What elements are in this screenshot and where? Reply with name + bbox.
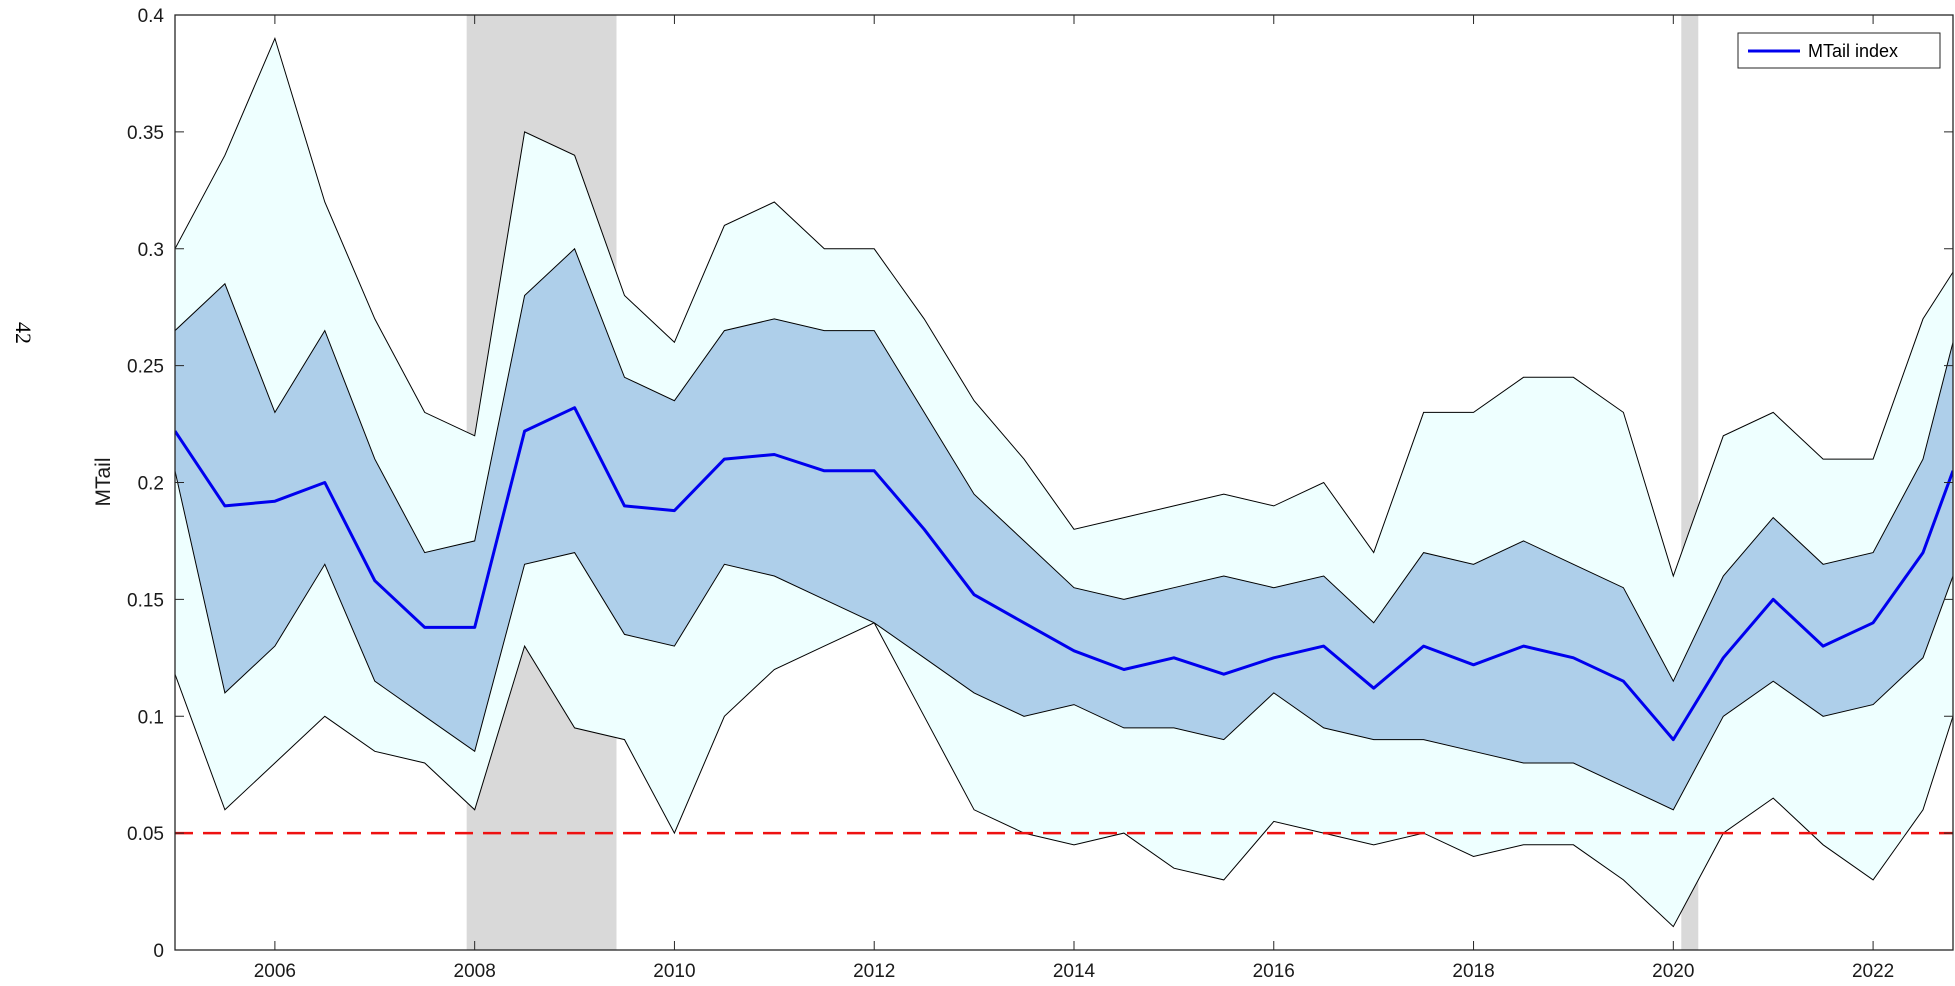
- y-tick-label: 0: [153, 941, 164, 962]
- x-tick-label: 2006: [254, 961, 296, 982]
- inner-band-lower-edge: [175, 470, 1953, 811]
- legend-entry-mtail-index: MTail index: [1808, 41, 1898, 61]
- legend[interactable]: MTail index: [1737, 32, 1941, 69]
- x-tick-label: 2018: [1452, 961, 1494, 982]
- series-line-mtail-index: [175, 406, 1953, 742]
- x-tick-label: 2016: [1253, 961, 1295, 982]
- inner-band-fill: [175, 248, 1953, 810]
- y-tick-label: 0.2: [138, 474, 164, 495]
- confidence-bands: [175, 36, 1953, 928]
- x-tick-label: 2014: [1053, 961, 1096, 982]
- x-tick-label: 2012: [853, 961, 895, 982]
- y-tick-label: 0.1: [138, 707, 164, 728]
- y-tick-label: 0.3: [138, 240, 164, 261]
- x-tick-label: 2010: [653, 961, 695, 982]
- y-axis-title: MTail: [92, 457, 115, 506]
- outer-band-lower-edge: [175, 622, 1953, 928]
- axes: 2006 2008 2010 2012 2014 2016 2018 2020 2022 0 0.0…: [127, 6, 1953, 982]
- y-tick-label: 0.25: [127, 357, 164, 378]
- x-tick-label: 2008: [454, 961, 496, 982]
- y-tick-label: 0.4: [138, 6, 165, 27]
- y-tick-label: 0.35: [127, 123, 164, 144]
- inner-band-upper-edge: [175, 247, 1953, 683]
- index-line-layer: [175, 406, 1953, 742]
- outer-band-upper-edge: [175, 36, 1953, 578]
- x-tick-label: 2020: [1652, 961, 1694, 982]
- y-tick-label: 0.15: [127, 590, 164, 611]
- x-tick-label: 2022: [1852, 961, 1894, 982]
- y-tick-label: 0.05: [127, 824, 164, 845]
